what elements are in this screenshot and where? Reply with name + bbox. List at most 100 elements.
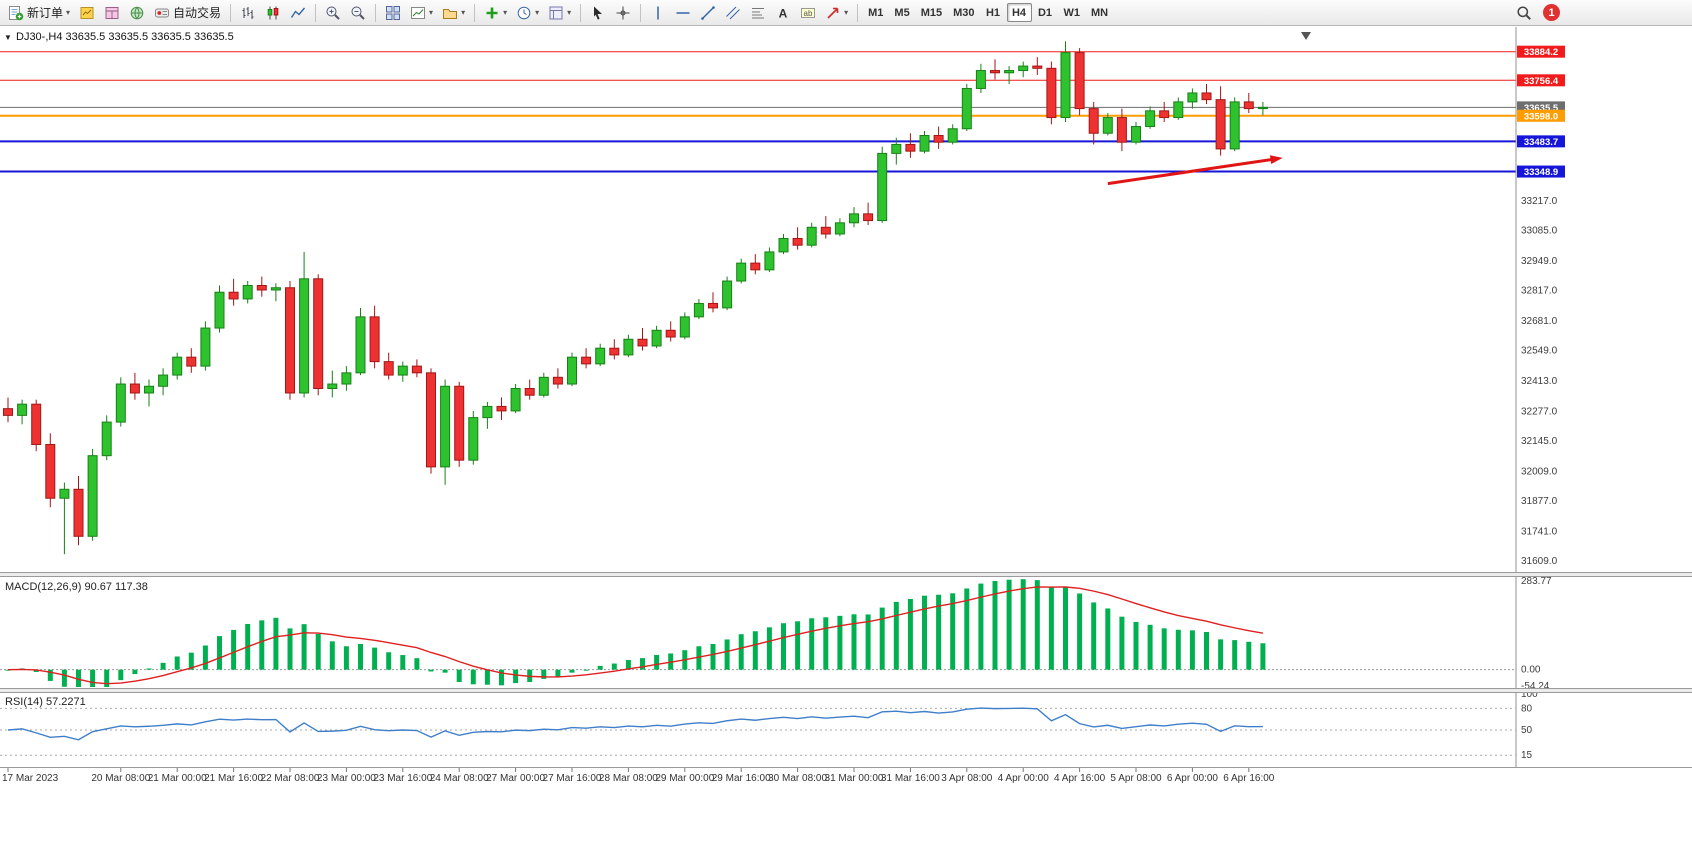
svg-text:33884.2: 33884.2 [1524, 47, 1558, 58]
candle [736, 258, 747, 284]
time-label: 23 Mar 16:00 [373, 773, 432, 784]
candle [200, 321, 211, 371]
horizontal-line-button[interactable] [671, 2, 695, 24]
vertical-line-button[interactable] [646, 2, 670, 24]
candle [1243, 92, 1254, 114]
text-button[interactable]: A [771, 2, 795, 24]
auto-trading-button[interactable]: 自动交易 [150, 2, 225, 24]
time-label: 27 Mar 16:00 [543, 773, 602, 784]
toolbar-separator [857, 3, 859, 22]
panel-separator[interactable] [0, 688, 1692, 693]
macd-bar [259, 620, 265, 670]
svg-text:32277.0: 32277.0 [1521, 407, 1558, 418]
candle [101, 415, 112, 461]
templates-icon [549, 6, 563, 19]
macd-bar [1218, 639, 1224, 670]
trend-arrow-annotation[interactable] [1107, 155, 1283, 186]
candle [411, 359, 422, 378]
text-label-button[interactable]: ab [796, 2, 820, 24]
macd-bar [724, 639, 730, 670]
tf-button-mn[interactable]: MN [1091, 6, 1109, 19]
indicators-button[interactable]: ▾ [480, 2, 511, 24]
macd-bar [555, 669, 561, 678]
chart-canvas[interactable]: ▼ DJ30-,H4 33635.5 33635.5 33635.5 33635.… [0, 26, 1692, 850]
tile-windows-icon [386, 5, 401, 20]
tf-button-h1[interactable]: H1 [985, 6, 1001, 19]
macd-bar [597, 665, 603, 670]
candle [270, 283, 281, 302]
tile-windows-button[interactable] [381, 2, 405, 24]
clock-icon [517, 6, 531, 19]
svg-text:33756.4: 33756.4 [1524, 76, 1559, 87]
profiles-button[interactable]: ▾ [438, 2, 469, 24]
panel-separator[interactable] [0, 572, 1692, 577]
tf-button-m5[interactable]: M5 [894, 6, 910, 19]
rsi-label: RSI(14) 57.2271 [5, 696, 86, 708]
new-chart-icon [411, 6, 426, 19]
trendline-button[interactable] [696, 2, 720, 24]
candle [482, 401, 493, 429]
tf-button-h4[interactable]: H4 [1006, 3, 1032, 22]
templates-button[interactable]: ▾ [544, 2, 575, 24]
channel-button[interactable] [721, 2, 745, 24]
arrows-icon [827, 7, 839, 19]
macd-bar [781, 623, 786, 670]
candle [158, 368, 169, 396]
candle [299, 251, 310, 398]
svg-text:32817.0: 32817.0 [1521, 286, 1558, 297]
periods-button[interactable]: ▾ [512, 2, 543, 24]
macd-bar [738, 634, 744, 670]
line-chart-button[interactable] [286, 2, 310, 24]
time-label: 29 Mar 16:00 [712, 773, 771, 784]
new-chart-button[interactable]: ▾ [406, 2, 437, 24]
macd-bar [654, 654, 660, 670]
tf-button-m15[interactable]: M15 [920, 6, 943, 19]
candle [792, 227, 803, 250]
macd-bar [907, 598, 913, 670]
candle [750, 254, 761, 275]
time-label: 21 Mar 00:00 [148, 773, 207, 784]
macd-bar [1034, 580, 1040, 670]
tf-button-m30[interactable]: M30 [953, 6, 975, 19]
candle [778, 234, 789, 255]
text-label-icon: ab [801, 7, 816, 18]
new-order-button[interactable]: 新订单 ▾ [4, 2, 74, 24]
cursor-button[interactable] [586, 2, 610, 24]
search-button[interactable] [1512, 2, 1536, 24]
notification-badge[interactable]: 1 [1543, 4, 1560, 21]
fibonacci-button[interactable] [746, 2, 770, 24]
tf-button-d1[interactable]: D1 [1037, 6, 1053, 19]
macd-bar [809, 618, 815, 670]
tf-button-m1[interactable]: M1 [868, 6, 884, 19]
chart-shift-marker[interactable] [1301, 32, 1311, 40]
macd-bar [1006, 579, 1012, 670]
svg-text:32549.0: 32549.0 [1521, 346, 1558, 357]
time-label: 3 Apr 08:00 [941, 773, 993, 784]
candle [891, 137, 902, 165]
macd-bar [710, 644, 716, 670]
zoom-out-button[interactable] [346, 2, 370, 24]
candlestick-chart-button[interactable] [261, 2, 285, 24]
time-label: 22 Mar 08:00 [261, 773, 320, 784]
svg-text:33217.0: 33217.0 [1521, 196, 1558, 207]
price-tag [1517, 74, 1565, 87]
zoom-in-button[interactable] [321, 2, 345, 24]
navigator-button[interactable] [125, 2, 149, 24]
data-window-button[interactable] [100, 2, 124, 24]
bar-chart-button[interactable] [236, 2, 260, 24]
arrows-button[interactable]: ▾ [821, 2, 852, 24]
svg-text:31741.0: 31741.0 [1521, 527, 1558, 538]
macd-bar [442, 669, 448, 673]
crosshair-button[interactable] [611, 2, 635, 24]
candle [651, 325, 662, 349]
macd-bar [922, 595, 927, 670]
market-watch-icon [80, 6, 94, 19]
toolbar-separator [375, 3, 377, 22]
market-watch-button[interactable] [75, 2, 99, 24]
macd-bar [414, 658, 420, 670]
tf-button-w1[interactable]: W1 [1063, 6, 1081, 19]
macd-bar [315, 633, 321, 670]
equidistant-channel-icon [726, 6, 740, 19]
price-axis: 33217.0 33085.0 32949.0 32817.0 32681.0 32549… [1515, 27, 1565, 767]
candle [905, 133, 916, 158]
